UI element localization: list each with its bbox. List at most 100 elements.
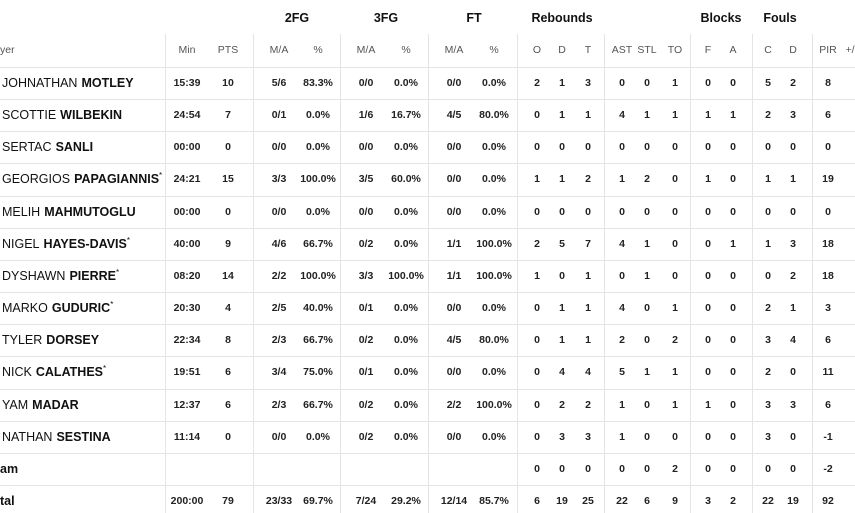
stat-cell: 0.0% xyxy=(482,77,506,89)
last-name: MADAR xyxy=(32,397,79,412)
player-name: JOHNATHAN MOTLEY xyxy=(2,75,134,91)
stat-cell: 1/1 xyxy=(446,237,462,250)
column-header: M/A xyxy=(269,44,289,56)
stat-cell: 60.0% xyxy=(391,173,421,186)
stat-cell: 0 xyxy=(534,302,540,315)
stat-cell: 1 xyxy=(705,173,711,186)
stat-cell: 4 xyxy=(619,302,625,315)
stat-cell: 0 xyxy=(765,141,771,154)
stat-cell: 3/3 xyxy=(271,173,287,186)
stat-cell: 1 xyxy=(559,302,565,315)
last-name: CALATHES xyxy=(35,365,104,380)
stat-cell: 15:39 xyxy=(173,77,201,89)
column-header: A xyxy=(729,44,737,56)
stat-cell: 0 xyxy=(644,302,650,315)
stat-cell: 0.0% xyxy=(394,141,418,154)
stat-cell: 0.0% xyxy=(306,205,330,218)
stat-cell: 19 xyxy=(822,173,834,186)
column-header: O xyxy=(532,44,542,56)
stat-cell: 100.0% xyxy=(476,398,512,411)
stat-cell: 1 xyxy=(644,366,650,379)
last-name: PAPAGIANNIS xyxy=(74,172,160,187)
stat-cell: 7/24 xyxy=(355,494,377,507)
column-divider xyxy=(428,34,429,513)
stat-cell: 22 xyxy=(616,494,628,507)
stat-cell: 0 xyxy=(730,173,736,186)
stat-cell: 0.0% xyxy=(306,109,330,122)
row-divider xyxy=(0,196,855,197)
stat-cell: 0 xyxy=(644,398,650,411)
stat-cell: 16.7% xyxy=(391,109,421,122)
starter-mark: * xyxy=(159,171,163,181)
stat-cell: 0 xyxy=(225,205,231,218)
last-name: SANLI xyxy=(55,140,94,155)
stat-cell: 19 xyxy=(787,494,799,507)
player-name: GEORGIOS PAPAGIANNIS* xyxy=(2,171,162,187)
stat-cell: 0 xyxy=(730,302,736,315)
stat-cell: 83.3% xyxy=(303,77,333,89)
stat-cell: 100.0% xyxy=(300,173,336,186)
column-header: % xyxy=(401,44,411,56)
stat-cell: 08:20 xyxy=(173,269,201,282)
last-name: GUDURIC xyxy=(51,301,111,316)
stat-cell: 19 xyxy=(556,494,568,507)
stat-cell: 6 xyxy=(534,494,540,507)
stat-cell: 0 xyxy=(705,77,711,89)
stat-cell: 0 xyxy=(825,141,831,154)
stat-cell: 0 xyxy=(619,205,625,218)
column-header: T xyxy=(584,44,592,56)
stat-cell: 1 xyxy=(765,237,771,250)
stat-cell: 2 xyxy=(672,462,678,475)
player-name: NICK CALATHES* xyxy=(2,364,106,380)
stat-cell: 0 xyxy=(585,141,591,154)
row-divider xyxy=(0,67,855,68)
stat-cell: 3/3 xyxy=(358,269,374,282)
stat-cell: 0 xyxy=(225,141,231,154)
stat-cell: 1 xyxy=(672,77,678,89)
stat-cell: 2/3 xyxy=(271,334,287,347)
stat-cell: 10 xyxy=(222,77,234,89)
stat-cell: 0/0 xyxy=(446,141,462,154)
stat-cell: 0 xyxy=(644,141,650,154)
stat-cell: 7 xyxy=(225,109,231,122)
stat-cell: 0 xyxy=(705,269,711,282)
stat-cell: 2 xyxy=(765,366,771,379)
stat-cell: 0 xyxy=(585,462,591,475)
stat-cell: 0/0 xyxy=(446,173,462,186)
stat-cell: 0 xyxy=(730,462,736,475)
stat-cell: 29.2% xyxy=(391,494,421,507)
stat-cell: 2/3 xyxy=(271,398,287,411)
stat-cell: 100.0% xyxy=(476,237,512,250)
first-name: MELIH xyxy=(2,204,41,219)
stat-cell: 40:00 xyxy=(173,237,201,250)
stat-cell: 0 xyxy=(705,205,711,218)
stat-cell: 12:37 xyxy=(173,398,201,411)
stat-cell: 92 xyxy=(822,494,834,507)
column-divider xyxy=(690,34,691,513)
stat-cell: 1 xyxy=(619,398,625,411)
stat-cell: 0 xyxy=(790,141,796,154)
stat-cell: 0 xyxy=(644,334,650,347)
player-name: NIGEL HAYES-DAVIS* xyxy=(2,236,130,252)
column-divider xyxy=(604,34,605,513)
stat-cell: 24:21 xyxy=(173,173,201,186)
first-name: DYSHAWN xyxy=(2,268,66,283)
stat-cell: 0.0% xyxy=(394,302,418,315)
stat-cell: 2 xyxy=(644,173,650,186)
stat-cell: 0 xyxy=(672,173,678,186)
column-header: +/ xyxy=(845,44,855,56)
stat-cell: 0.0% xyxy=(394,237,418,250)
stat-cell: 3/4 xyxy=(271,366,287,379)
stat-cell: 0.0% xyxy=(482,366,506,379)
stat-cell: 0/0 xyxy=(271,205,287,218)
stat-cell: 4 xyxy=(585,366,591,379)
stat-cell: 1 xyxy=(790,173,796,186)
stat-cell: 25 xyxy=(582,494,594,507)
stat-cell: 1 xyxy=(619,173,625,186)
stat-cell: 0/0 xyxy=(271,141,287,154)
stat-cell: 0 xyxy=(534,398,540,411)
stat-cell: 0 xyxy=(672,141,678,154)
column-header: F xyxy=(704,44,712,56)
stat-cell: 0 xyxy=(730,77,736,89)
stat-cell: 0 xyxy=(765,269,771,282)
